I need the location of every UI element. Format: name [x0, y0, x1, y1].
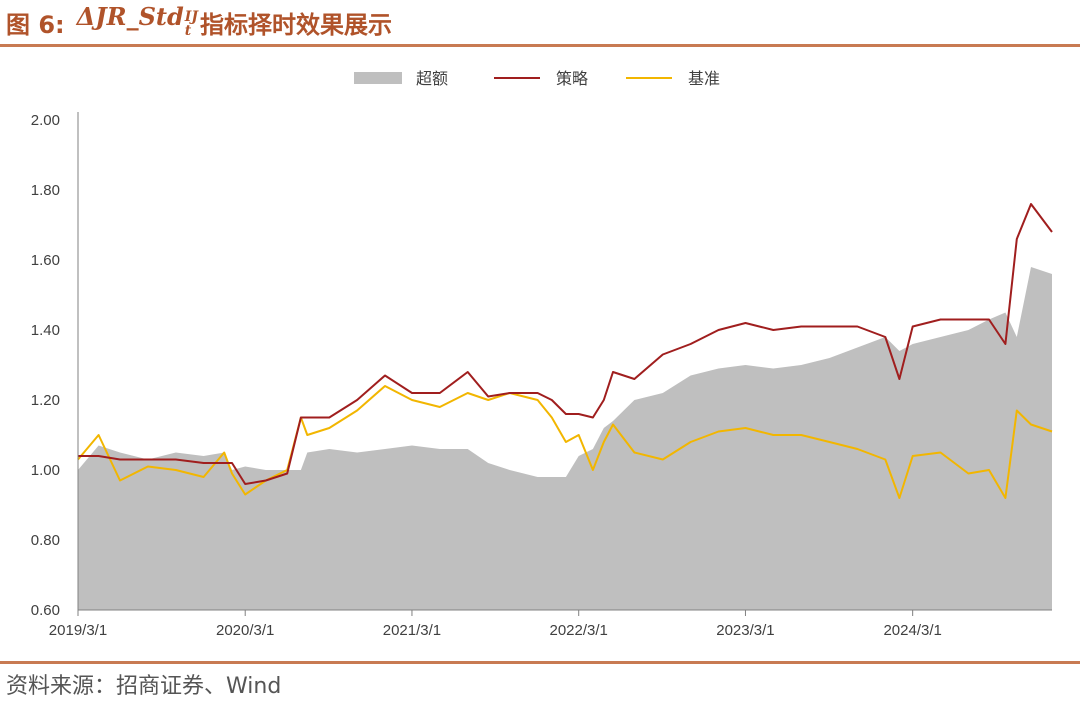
y-axis: 2.00 1.80 1.60 1.40 1.20 1.00 0.80 0.60	[31, 112, 60, 619]
figure-title: 图 6: ΔJR_Std IJ t 指标择时效果展示	[6, 0, 392, 44]
formula-indices: IJ t	[185, 10, 198, 38]
formula: ΔJR_Std IJ t	[77, 2, 198, 42]
formula-subscript: t	[184, 23, 192, 39]
y-tick-label: 1.40	[31, 322, 60, 339]
y-tick-label: 0.60	[31, 602, 60, 619]
timing-chart: 超额 策略 基准 2.001.801.601.401.201.000.800.60 …	[31, 69, 1053, 639]
x-tick-label: 2024/3/1	[883, 622, 941, 639]
y-tick-label: 1.20	[31, 392, 60, 409]
series-line-benchmark	[77, 385, 1053, 499]
legend-label: 基准	[688, 69, 720, 88]
y-tick-label: 1.80	[31, 182, 60, 199]
legend-item-excess: 超额	[354, 69, 448, 88]
legend-item-benchmark: 基准	[626, 69, 720, 88]
x-tick-label: 2023/3/1	[716, 622, 774, 639]
legend-item-strategy: 策略	[494, 69, 588, 88]
figure-title-text: 指标择时效果展示	[199, 10, 392, 39]
y-tick-label: 0.80	[31, 532, 60, 549]
x-tick-label: 2022/3/1	[550, 622, 608, 639]
chart-legend: 超额 策略 基准	[354, 69, 720, 88]
footer-rule	[0, 661, 1080, 664]
y-tick-label: 1.00	[31, 462, 60, 479]
plot-area	[77, 203, 1053, 610]
legend-swatch-area	[354, 72, 402, 84]
source-note: 资料来源：招商证券、Wind	[6, 674, 282, 699]
y-tick-label: 1.60	[31, 252, 60, 269]
x-tick-label: 2019/3/1	[49, 622, 107, 639]
legend-label: 策略	[556, 69, 588, 88]
series-area-excess	[78, 267, 1052, 610]
y-tick-label: 2.00	[31, 112, 60, 129]
formula-main: ΔJR_Std	[76, 2, 184, 31]
series-line-strategy	[78, 203, 1053, 485]
x-axis: 2019/3/1 2020/3/1 2021/3/1 2022/3/1 2023/3/1…	[49, 112, 1052, 639]
title-rule	[0, 44, 1080, 47]
figure-number: 图 6:	[6, 10, 65, 39]
x-tick-label: 2020/3/1	[216, 622, 274, 639]
legend-label: 超额	[416, 69, 448, 88]
x-tick-label: 2021/3/1	[383, 622, 441, 639]
formula-superscript: IJ	[184, 9, 198, 25]
